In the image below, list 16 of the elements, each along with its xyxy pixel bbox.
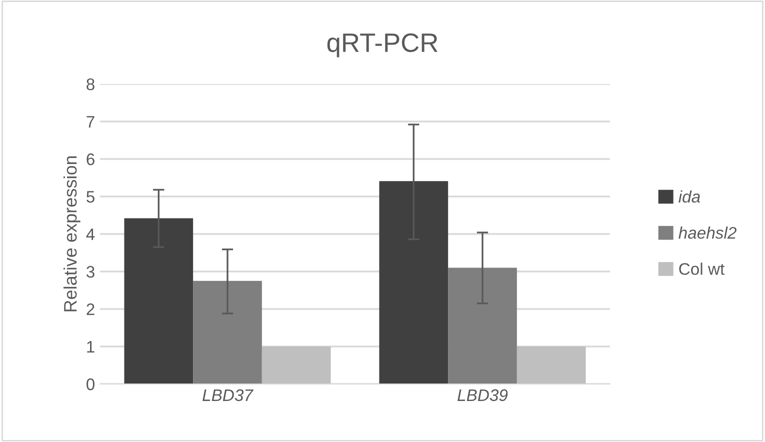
y-axis-title: Relative expression <box>63 156 80 312</box>
x-tick-label: LBD39 <box>458 389 508 402</box>
y-tick-label: 3 <box>86 266 94 278</box>
y-tick-label: 2 <box>86 303 94 316</box>
y-tick-label: 5 <box>86 191 94 203</box>
y-tick-label: 8 <box>86 78 94 90</box>
y-tick-label: 1 <box>87 341 94 353</box>
y-tick-label: 7 <box>86 116 94 128</box>
x-tick-label: LBD37 <box>202 389 254 402</box>
legend-label: ida <box>678 190 700 203</box>
y-tick-label: 4 <box>86 228 95 240</box>
legend-label: Col wt <box>679 262 725 275</box>
y-tick-label: 0 <box>86 378 94 390</box>
chart-title: qRT-PCR <box>327 33 438 58</box>
legend-label: haehsl2 <box>678 226 736 239</box>
y-tick-label: 6 <box>86 153 94 166</box>
